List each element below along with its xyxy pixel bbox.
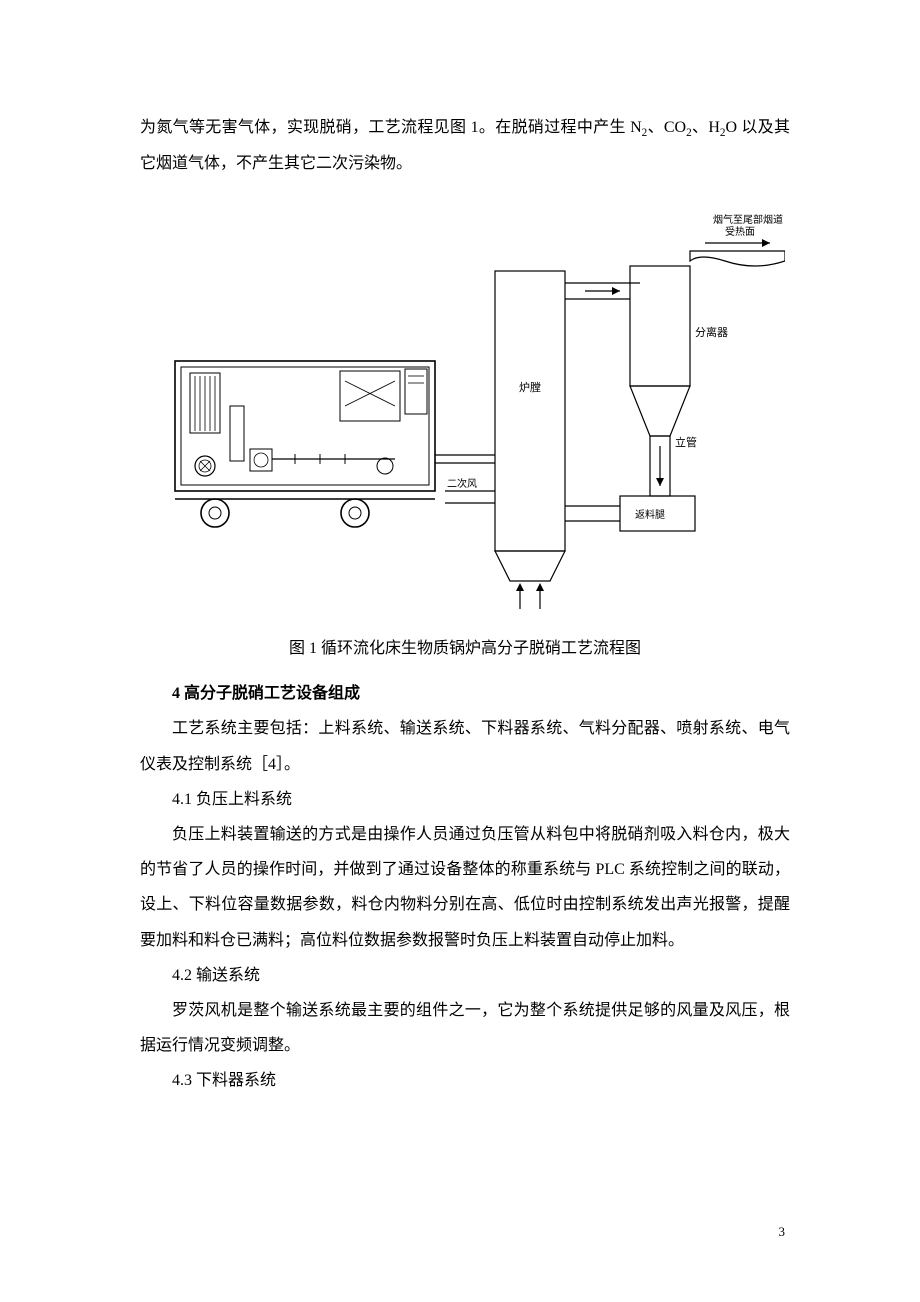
intro-paragraph: 为氮气等无害气体，实现脱硝，工艺流程见图 1。在脱硝过程中产生 N2、CO2、H…	[140, 110, 790, 181]
process-diagram-svg: 烟气至尾部烟道 受热面 分离器 炉膛 立管 返料腿 二次风 一次风	[145, 211, 785, 611]
body-4: 工艺系统主要包括：上料系统、输送系统、下料器系统、气料分配器、喷射系统、电气仪表…	[140, 711, 790, 781]
label-riser: 立管	[675, 435, 697, 449]
heading-4-2: 4.2 输送系统	[140, 958, 790, 993]
heading-4: 4 高分子脱硝工艺设备组成	[140, 676, 790, 711]
label-return-leg: 返料腿	[635, 508, 665, 521]
heading-4-3: 4.3 下料器系统	[140, 1063, 790, 1098]
figure-caption: 图 1 循环流化床生物质锅炉高分子脱硝工艺流程图	[140, 631, 790, 666]
label-flue-gas: 烟气至尾部烟道	[713, 213, 783, 226]
label-heating-surface: 受热面	[725, 225, 755, 238]
label-furnace: 炉膛	[519, 380, 541, 394]
label-separator: 分离器	[695, 325, 728, 339]
body-4-1: 负压上料装置输送的方式是由操作人员通过负压管从料包中将脱硝剂吸入料仓内，极大的节…	[140, 817, 790, 958]
body-4-2: 罗茨风机是整个输送系统最主要的组件之一，它为整个系统提供足够的风量及风压，根据运…	[140, 993, 790, 1063]
label-secondary-air: 二次风	[447, 477, 477, 490]
page-number: 3	[779, 1218, 786, 1247]
heading-4-1: 4.1 负压上料系统	[140, 782, 790, 817]
figure-1: 烟气至尾部烟道 受热面 分离器 炉膛 立管 返料腿 二次风 一次风	[140, 211, 790, 611]
